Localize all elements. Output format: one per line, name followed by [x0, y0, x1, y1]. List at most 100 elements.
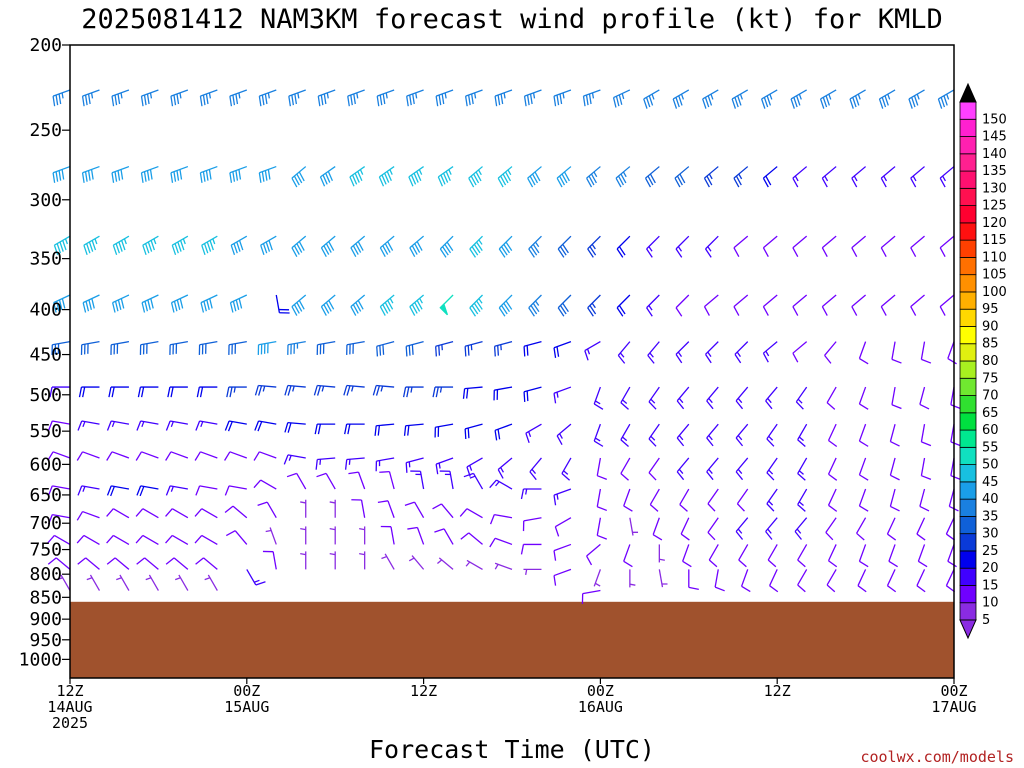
wind-barb	[857, 569, 867, 593]
wind-barb	[224, 505, 248, 519]
wind-barb	[464, 89, 483, 107]
wind-barb	[498, 235, 513, 258]
wind-barb	[466, 457, 483, 477]
wind-barb	[110, 340, 130, 355]
colorbar-swatch	[959, 101, 977, 120]
colorbar-label: 55	[982, 440, 999, 455]
y-tick-label: 800	[29, 564, 62, 585]
wind-barb	[769, 569, 779, 593]
wind-barb	[142, 235, 159, 256]
wind-barb	[646, 294, 660, 317]
wind-barb	[704, 341, 719, 364]
below-surface-fill	[70, 601, 954, 678]
wind-barb	[80, 340, 100, 355]
wind-barb	[469, 294, 483, 317]
wind-barb	[762, 294, 778, 316]
wind-barb	[497, 166, 513, 188]
wind-barb	[344, 423, 365, 435]
wind-barb	[291, 166, 307, 188]
colorbar-label: 125	[982, 199, 1007, 214]
wind-barb	[437, 557, 454, 570]
wind-barb	[762, 341, 778, 363]
wind-barb	[199, 89, 218, 107]
wind-barb	[165, 508, 189, 519]
wind-barb	[851, 235, 867, 257]
wind-barb	[910, 235, 925, 257]
wind-barb	[916, 569, 926, 593]
wind-barb	[620, 457, 631, 481]
wind-barb	[826, 569, 837, 593]
wind-barb	[553, 568, 572, 586]
colorbar-label: 35	[982, 509, 999, 524]
colorbar-swatch	[959, 481, 977, 500]
wind-barb	[620, 423, 631, 447]
wind-barb	[86, 574, 101, 591]
wind-barb	[329, 499, 336, 518]
wind-barb	[819, 89, 837, 109]
wind-barb	[891, 341, 902, 364]
wind-barb	[682, 544, 692, 568]
wind-barb	[226, 386, 247, 398]
wind-barb	[346, 340, 365, 355]
colorbar-swatch	[959, 205, 977, 224]
wind-barb	[557, 294, 572, 317]
wind-barb	[553, 341, 572, 358]
wind-barb	[137, 386, 159, 398]
colorbar-label: 90	[982, 319, 999, 334]
wind-barb	[379, 294, 395, 316]
colorbar-label: 70	[982, 389, 999, 404]
wind-barb	[462, 386, 483, 399]
wind-barb	[439, 235, 454, 258]
wind-barb	[112, 235, 130, 256]
wind-barb	[675, 341, 690, 364]
wind-barb	[950, 424, 961, 447]
wind-barb	[409, 235, 425, 257]
wind-barb	[47, 557, 71, 570]
wind-barb	[300, 526, 307, 545]
wind-barb	[792, 166, 808, 188]
y-tick-label: 600	[29, 454, 62, 475]
wind-barb	[350, 294, 366, 316]
colorbar-swatch	[959, 187, 977, 206]
wind-barb	[170, 89, 189, 107]
colorbar-label: 150	[982, 112, 1007, 127]
wind-barb	[494, 562, 513, 571]
wind-barb	[858, 457, 869, 481]
wind-barb	[947, 341, 957, 365]
wind-barb	[265, 527, 277, 545]
wind-barb	[858, 488, 869, 512]
wind-barb	[106, 557, 130, 570]
wind-barb	[821, 235, 837, 257]
colorbar-label: 65	[982, 406, 999, 421]
wind-barb	[497, 457, 513, 479]
colorbar-label: 145	[982, 130, 1007, 145]
colorbar-label: 80	[982, 354, 999, 369]
wind-barb	[493, 386, 513, 401]
wind-barb	[821, 166, 837, 188]
wind-barb	[47, 534, 71, 545]
wind-barb	[435, 457, 454, 475]
wind-barb	[858, 341, 869, 365]
wind-barb	[460, 532, 483, 545]
wind-barb	[136, 485, 159, 497]
wind-barb	[525, 423, 542, 444]
wind-barb	[766, 457, 778, 481]
wind-barb	[315, 457, 336, 470]
wind-barb	[228, 340, 247, 355]
wind-barb	[349, 166, 366, 187]
wind-barb	[258, 165, 277, 183]
wind-barb	[376, 89, 395, 107]
wind-barb	[135, 451, 159, 461]
wind-barb	[644, 166, 660, 188]
wind-barb	[464, 423, 483, 440]
wind-barb	[704, 235, 719, 258]
wind-barb	[797, 488, 808, 512]
colorbar-swatch	[959, 464, 977, 483]
wind-barb	[200, 294, 218, 313]
wind-barb	[886, 569, 897, 593]
wind-barb	[344, 457, 365, 470]
wind-barb	[522, 517, 542, 532]
wind-barb	[52, 165, 71, 183]
colorbar-label: 75	[982, 371, 999, 386]
wind-barb	[880, 166, 896, 188]
